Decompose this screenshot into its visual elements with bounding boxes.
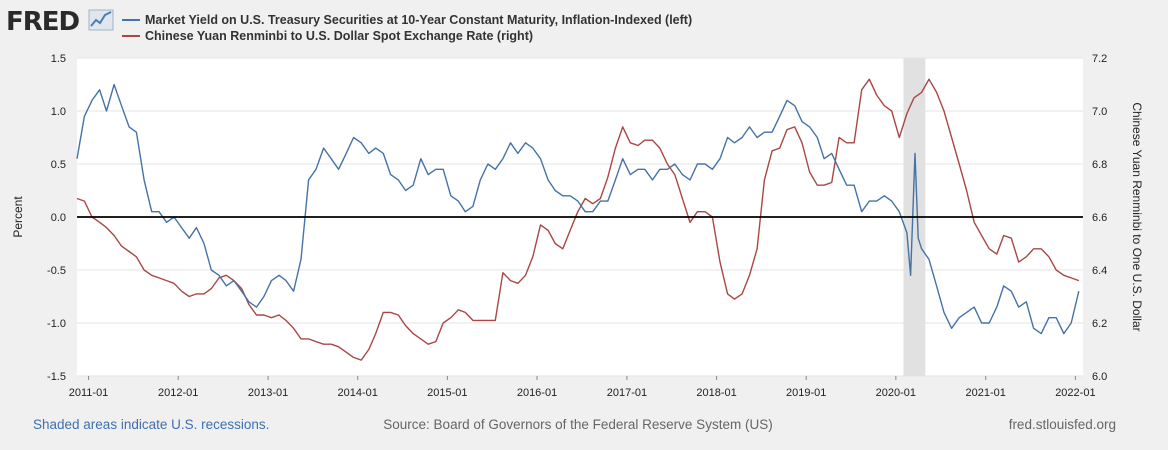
x-tick-label: 2022-01 <box>1055 387 1095 399</box>
x-tick-label: 2018-01 <box>696 387 736 399</box>
fred-logo-chart-icon <box>88 9 114 31</box>
right-tick-label: 6.0 <box>1092 371 1107 383</box>
x-tick-label: 2019-01 <box>786 387 826 399</box>
left-tick-label: 0.0 <box>51 212 66 224</box>
right-tick-label: 6.4 <box>1092 265 1107 277</box>
x-tick-label: 2013-01 <box>248 387 288 399</box>
x-tick-label: 2014-01 <box>338 387 378 399</box>
right-tick-label: 6.8 <box>1092 159 1107 171</box>
fred-logo-text: FRED <box>6 7 80 37</box>
x-tick-label: 2012-01 <box>158 387 198 399</box>
right-axis-ticks: 6.0 6.2 6.4 6.6 6.8 7.0 7.2 <box>1092 53 1107 383</box>
left-tick-label: 0.5 <box>51 159 66 171</box>
left-axis-title: Percent <box>11 196 25 238</box>
left-tick-label: 1.5 <box>51 53 66 65</box>
left-tick-label: 1.0 <box>51 106 66 118</box>
series-line-tips-yield <box>76 83 1080 335</box>
x-tick-label: 2011-01 <box>69 387 109 399</box>
x-tick-label: 2020-01 <box>876 387 916 399</box>
left-tick-label: -0.5 <box>47 265 66 277</box>
website-link[interactable]: fred.stlouisfed.org <box>1009 417 1116 432</box>
x-tick-label: 2016-01 <box>517 387 557 399</box>
left-axis-ticks: -1.5 -1.0 -0.5 0.0 0.5 1.0 1.5 <box>47 53 66 383</box>
legend-label-left: Market Yield on U.S. Treasury Securities… <box>145 13 692 27</box>
right-tick-label: 7.2 <box>1092 53 1107 65</box>
right-axis-title: Chinese Yuan Renminbi to One U.S. Dollar <box>1130 102 1144 331</box>
right-tick-label: 7.0 <box>1092 106 1107 118</box>
fred-logo[interactable]: FRED <box>6 7 114 37</box>
x-tick-label: 2017-01 <box>607 387 647 399</box>
legend: Market Yield on U.S. Treasury Securities… <box>122 13 692 43</box>
right-tick-label: 6.2 <box>1092 318 1107 330</box>
x-axis-ticks: 2011-01 2012-01 2013-01 2014-01 2015-01 2016-… <box>69 376 1096 399</box>
recession-note-link[interactable]: Shaded areas indicate U.S. recessions. <box>33 417 269 432</box>
x-tick-label: 2015-01 <box>427 387 467 399</box>
source-text: Source: Board of Governors of the Federa… <box>383 417 772 432</box>
legend-label-right: Chinese Yuan Renminbi to U.S. Dollar Spo… <box>145 29 533 43</box>
left-tick-label: -1.0 <box>47 318 66 330</box>
right-tick-label: 6.6 <box>1092 212 1107 224</box>
left-tick-label: -1.5 <box>47 371 66 383</box>
x-tick-label: 2021-01 <box>966 387 1006 399</box>
